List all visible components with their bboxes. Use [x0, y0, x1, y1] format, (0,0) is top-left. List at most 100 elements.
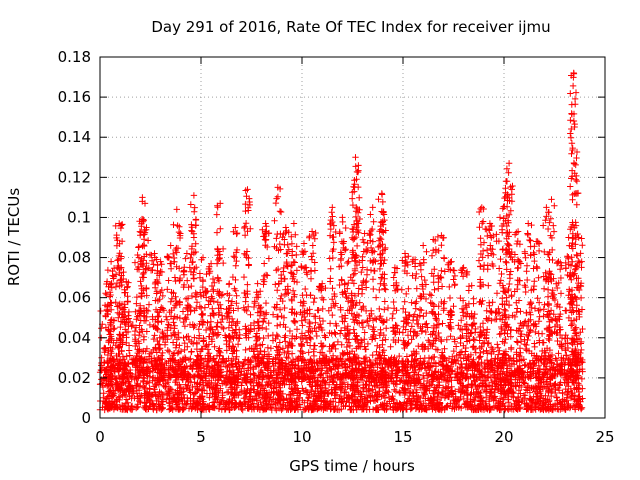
roti-point	[150, 261, 157, 268]
roti-point	[482, 394, 490, 401]
roti-point	[282, 224, 289, 231]
roti-point	[312, 319, 319, 326]
roti-point	[278, 292, 285, 300]
roti-point	[127, 373, 134, 380]
roti-point	[191, 208, 198, 215]
roti-point	[345, 336, 353, 343]
roti-point	[151, 250, 158, 257]
roti-point	[135, 243, 143, 250]
roti-point	[131, 259, 139, 266]
roti-point	[367, 267, 375, 274]
roti-point	[345, 258, 352, 265]
roti-point	[483, 347, 490, 354]
roti-point	[307, 275, 315, 282]
roti-point	[183, 250, 191, 257]
roti-point	[555, 350, 562, 357]
roti-point	[199, 311, 206, 319]
roti-point	[240, 395, 248, 402]
roti-point	[196, 303, 203, 310]
roti-point	[231, 254, 238, 261]
roti-point	[418, 307, 425, 314]
roti-point	[363, 277, 370, 285]
roti-point	[425, 379, 433, 387]
roti-point	[460, 395, 467, 403]
roti-point	[139, 194, 146, 201]
roti-point	[273, 235, 280, 242]
roti-point	[309, 242, 316, 249]
roti-point	[107, 258, 115, 265]
roti-point	[308, 253, 315, 260]
roti-point	[349, 195, 356, 202]
roti-point	[313, 332, 320, 340]
roti-point	[329, 311, 336, 319]
data-points	[96, 69, 586, 414]
roti-point	[521, 395, 529, 402]
roti-point	[233, 229, 241, 237]
roti-point	[387, 343, 394, 350]
roti-point	[353, 168, 361, 176]
roti-point	[397, 378, 404, 385]
roti-point	[223, 389, 231, 396]
roti-point	[352, 258, 359, 265]
roti-point	[263, 325, 270, 333]
roti-point	[218, 324, 226, 331]
roti-point	[306, 323, 313, 330]
roti-point	[336, 330, 344, 337]
roti-point	[329, 204, 336, 211]
roti-point	[367, 231, 374, 238]
roti-point	[187, 201, 194, 208]
roti-point	[389, 395, 396, 402]
roti-point	[183, 316, 190, 323]
roti-point	[140, 274, 147, 281]
roti-point	[220, 325, 227, 332]
roti-point	[396, 389, 403, 396]
roti-point	[514, 305, 521, 312]
roti-point	[328, 209, 335, 216]
roti-point	[157, 268, 164, 275]
roti-point	[154, 261, 161, 269]
roti-point	[276, 339, 283, 346]
roti-point	[274, 230, 281, 238]
roti-point	[125, 347, 133, 354]
roti-point	[305, 349, 312, 356]
roti-point	[274, 287, 281, 294]
roti-point	[299, 322, 306, 329]
roti-point	[350, 280, 358, 287]
roti-point	[334, 338, 342, 346]
roti-point	[182, 255, 189, 262]
roti-point	[233, 292, 240, 299]
roti-point	[306, 320, 314, 327]
roti-point	[145, 301, 153, 308]
roti-point	[306, 342, 314, 349]
roti-point	[272, 281, 279, 288]
roti-point	[176, 223, 183, 230]
roti-point	[327, 265, 334, 272]
roti-point	[271, 217, 278, 224]
roti-point	[104, 266, 112, 274]
roti-point	[226, 280, 233, 287]
roti-point	[459, 387, 467, 395]
roti-point	[232, 262, 239, 269]
roti-point	[273, 343, 280, 350]
roti-point	[302, 285, 309, 293]
chart-title: Day 291 of 2016, Rate Of TEC Index for r…	[151, 18, 550, 36]
roti-point	[261, 260, 268, 267]
roti-point	[192, 216, 200, 223]
roti-point	[180, 268, 188, 275]
roti-point	[339, 380, 346, 387]
roti-point	[330, 239, 337, 246]
roti-point	[350, 326, 357, 333]
roti-point	[553, 393, 560, 401]
roti-point	[370, 218, 377, 225]
roti-point	[217, 225, 224, 232]
roti-point	[283, 290, 290, 297]
roti-point	[184, 277, 191, 284]
roti-point	[327, 278, 334, 285]
roti-point	[372, 294, 380, 301]
roti-point	[98, 325, 105, 332]
roti-point	[209, 305, 216, 312]
roti-point	[109, 267, 116, 275]
roti-point	[167, 298, 174, 305]
roti-point	[185, 333, 192, 340]
roti-point	[170, 221, 177, 228]
